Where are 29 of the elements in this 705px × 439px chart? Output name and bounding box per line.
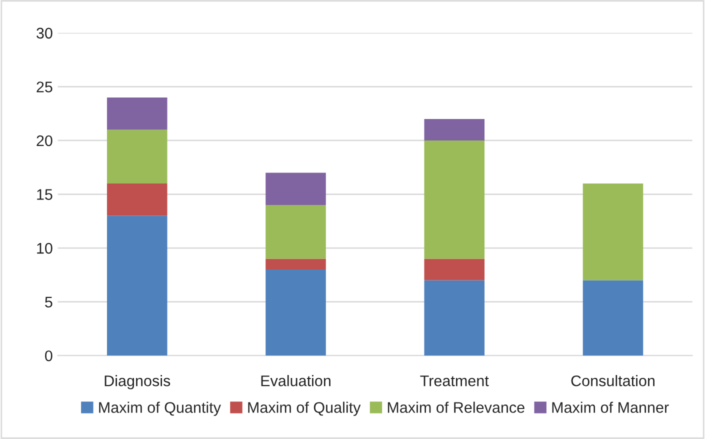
bar [582, 184, 644, 280]
bar [582, 280, 644, 356]
x-tick-label: Consultation [571, 375, 654, 386]
y-tick-label: 0 [45, 350, 52, 362]
y-tick-label: 20 [36, 135, 52, 146]
bar [266, 205, 326, 259]
bar [266, 172, 326, 206]
y-tick-label: 30 [36, 28, 52, 39]
legend-label: Maxim of Quantity [99, 402, 221, 416]
legend-label: Maxim of Manner [552, 402, 669, 413]
bar [424, 258, 485, 280]
x-tick-label: Diagnosis [104, 375, 170, 390]
y-tick-label: 5 [45, 296, 52, 308]
legend-label: Maxim of Quality [248, 402, 361, 416]
bar [266, 258, 326, 270]
bar [106, 97, 168, 130]
y-tick-label: 25 [36, 82, 52, 92]
bar [106, 216, 168, 356]
x-tick-label: Treatment [420, 376, 489, 386]
y-tick-label: 10 [37, 242, 52, 254]
bar [424, 280, 485, 356]
bar [424, 140, 485, 259]
bar [266, 270, 326, 356]
bar [106, 184, 168, 216]
bar [424, 118, 485, 140]
legend-label: Maxim of Relevance [388, 402, 524, 413]
y-tick-label: 15 [37, 189, 52, 200]
bar [106, 130, 168, 184]
x-tick-label: Evaluation [261, 375, 330, 386]
